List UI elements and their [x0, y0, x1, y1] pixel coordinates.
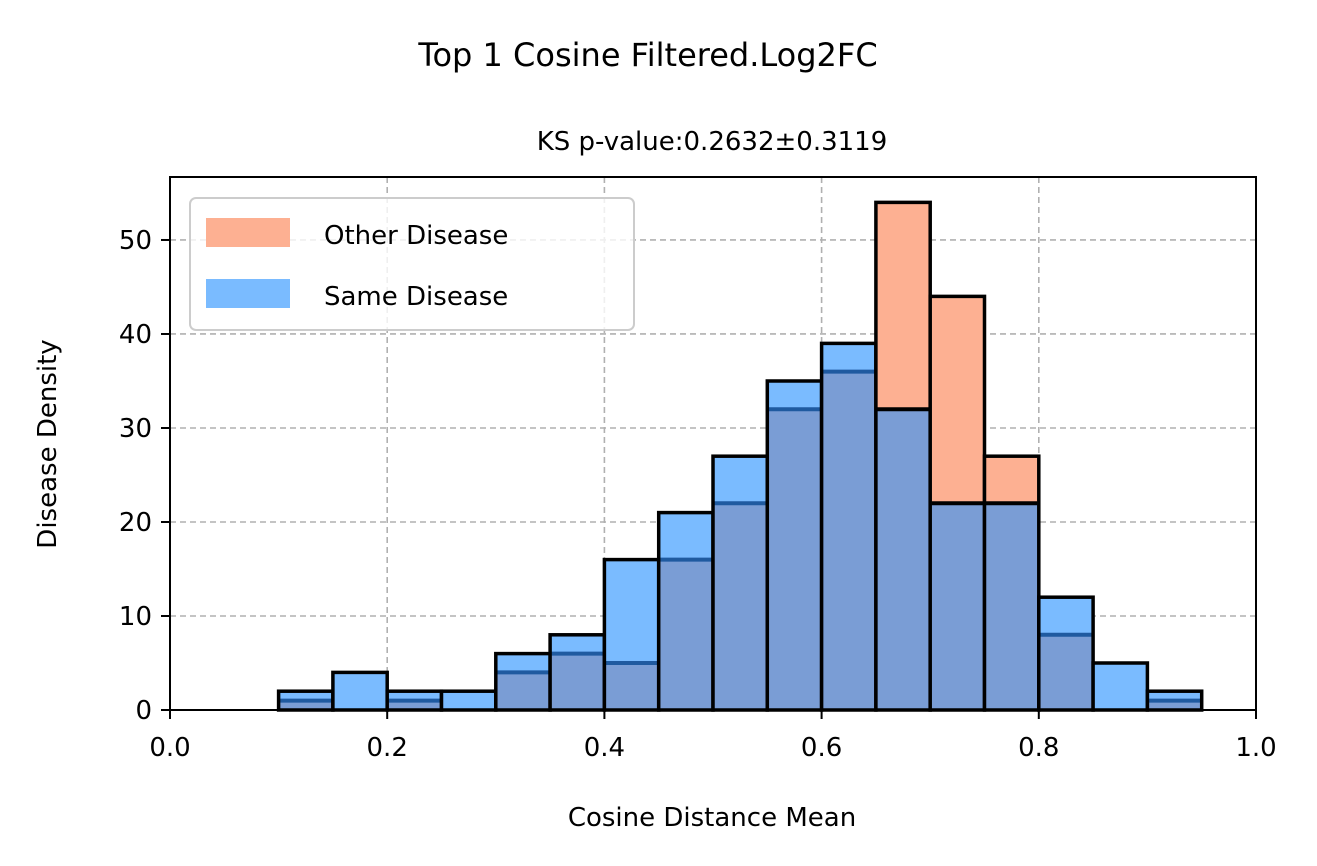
bar-overlap-16 — [1147, 700, 1202, 710]
y-tick-label-1: 10 — [119, 602, 152, 632]
bar-overlap-14 — [1038, 634, 1094, 710]
y-tick-label-3: 30 — [119, 414, 152, 444]
bar-overlap-11 — [875, 409, 931, 710]
y-tick-label-0: 0 — [135, 696, 152, 726]
bar-overlap-6 — [604, 662, 659, 710]
bar-overlap-8 — [713, 503, 768, 710]
x-tick-label-2: 0.4 — [584, 733, 625, 763]
bar-overlap-9 — [767, 409, 822, 710]
bar-top-15 — [1093, 662, 1148, 710]
y-axis-ticks: 0 10 20 30 40 50 — [119, 226, 170, 726]
bar-overlap-2 — [387, 700, 442, 710]
chart-suptitle: Top 1 Cosine Filtered.Log2FC — [417, 36, 877, 74]
y-axis-label: Disease Density — [33, 339, 63, 548]
bar-overlap-10 — [821, 371, 876, 710]
y-tick-label-2: 20 — [119, 508, 152, 538]
plot-frame — [169, 176, 1257, 711]
bar-overlap-0 — [278, 700, 333, 710]
y-tick-label-4: 40 — [119, 320, 152, 350]
x-axis-label: Cosine Distance Mean — [568, 803, 856, 833]
legend-box — [189, 197, 635, 331]
legend-swatch-other-disease — [206, 218, 290, 247]
bar-overlap-5 — [550, 653, 605, 710]
chart-title: KS p-value:0.2632±0.3119 — [537, 127, 888, 157]
legend-label-other-disease: Other Disease — [324, 221, 508, 251]
bar-overlap-7 — [658, 559, 713, 710]
bars — [276, 200, 1204, 712]
x-tick-label-3: 0.6 — [801, 733, 842, 763]
bar-overlap-13 — [984, 503, 1039, 710]
x-tick-label-4: 0.8 — [1018, 733, 1059, 763]
x-tick-label-5: 1.0 — [1235, 733, 1276, 763]
bar-overlap-4 — [495, 672, 551, 710]
legend: Other Disease Same Disease — [189, 197, 635, 331]
bar-overlap-12 — [930, 503, 985, 710]
y-tick-label-5: 50 — [119, 226, 152, 256]
bar-top-1 — [332, 672, 388, 710]
legend-swatch-same-disease — [206, 279, 290, 308]
legend-label-same-disease: Same Disease — [324, 282, 508, 312]
x-tick-label-0: 0.0 — [149, 733, 190, 763]
x-tick-label-1: 0.2 — [367, 733, 408, 763]
x-axis-ticks: 0.0 0.2 0.4 0.6 0.8 1.0 — [149, 710, 1277, 763]
bar-top-3 — [441, 691, 496, 710]
